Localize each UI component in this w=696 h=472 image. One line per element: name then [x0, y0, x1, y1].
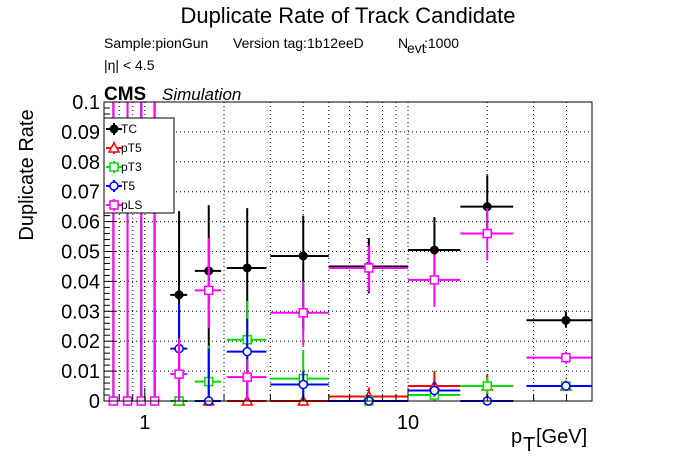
marker-open-square: [109, 200, 119, 210]
data-point: [270, 281, 329, 346]
data-point: [328, 245, 409, 292]
y-tick-label: 0: [89, 391, 100, 413]
cms-simulation-label: Simulation: [162, 85, 241, 104]
series-pt3: [170, 300, 592, 406]
marker-open-square: [482, 381, 492, 391]
marker-open-square: [561, 352, 571, 363]
series-pls: [108, 102, 592, 406]
y-tick-label: 0.02: [61, 331, 100, 353]
y-tick-label: 0.05: [61, 242, 100, 264]
legend: TC pT5 pT3 T5 pLS: [103, 117, 175, 214]
x-tick-label: 10: [397, 412, 419, 434]
legend-entry-pt3: pT3: [106, 160, 142, 174]
marker-filled-circle: [561, 315, 571, 325]
data-point: [526, 311, 592, 328]
y-tick-label: 0.04: [61, 271, 100, 293]
data-point: [170, 338, 188, 401]
marker-open-square: [109, 162, 119, 172]
series-tc: [108, 102, 592, 406]
legend-entry-t5: T5: [106, 179, 135, 193]
info-eta-cut: |η| < 4.5: [104, 57, 155, 73]
marker-open-square: [242, 372, 252, 382]
legend-label: pT3: [121, 160, 142, 174]
marker-open-square: [364, 263, 374, 273]
info-sample: Sample:pionGun: [104, 35, 208, 51]
info-nevt-label: N: [398, 35, 408, 51]
data-point: [408, 381, 461, 397]
legend-label: pLS: [121, 198, 142, 212]
chart-title: Duplicate Rate of Track Candidate: [180, 3, 515, 28]
marker-open-circle: [109, 181, 119, 191]
marker-open-square: [298, 308, 309, 318]
info-nevt-sub: evt: [407, 40, 426, 56]
x-axis-title-sub: T: [523, 434, 535, 456]
data-point: [526, 351, 592, 364]
marker-open-circle: [429, 385, 440, 396]
y-tick-label: 0.07: [61, 182, 100, 204]
marker-filled-circle: [298, 251, 308, 261]
marker-open-circle: [298, 379, 309, 390]
y-tick-label: 0.1: [72, 92, 100, 114]
legend-entry-tc: TC: [106, 122, 137, 136]
data-point: [408, 254, 461, 307]
legend-label: T5: [121, 179, 135, 193]
info-version: Version tag:1b12eeD: [233, 35, 364, 51]
marker-open-circle: [242, 346, 252, 357]
data-point: [226, 359, 267, 401]
data-point: [194, 238, 222, 328]
data-point: [270, 394, 329, 406]
x-axis-title-unit: [GeV]: [536, 426, 587, 448]
marker-filled-circle: [429, 245, 439, 255]
data-point: [270, 350, 329, 401]
y-axis-title: Duplicate Rate: [16, 109, 38, 240]
y-tick-label: 0.08: [61, 152, 100, 174]
x-tick-label: 1: [139, 412, 150, 434]
data-point: [460, 208, 514, 261]
data-point: [460, 377, 514, 394]
data-point: [194, 348, 222, 406]
y-tick-label: 0.03: [61, 301, 100, 323]
marker-open-square: [204, 285, 214, 296]
marker-open-square: [429, 275, 440, 285]
data-point: [526, 381, 592, 391]
marker-open-triangle: [107, 141, 121, 153]
series-layer: [108, 102, 592, 406]
marker-filled-circle: [174, 290, 184, 300]
legend-entry-pt5: pT5: [106, 141, 142, 155]
marker-open-square: [482, 228, 492, 239]
legend-label: TC: [121, 122, 137, 136]
series-t5: [108, 303, 592, 406]
marker-open-square: [174, 369, 184, 379]
marker-filled-circle: [242, 263, 252, 273]
info-nevt-value: :1000: [424, 35, 459, 51]
y-tick-label: 0.06: [61, 212, 100, 234]
marker-filled-circle: [109, 124, 119, 134]
y-tick-label: 0.01: [61, 361, 100, 383]
x-axis-title-main: p: [511, 426, 522, 448]
y-tick-label: 0.09: [61, 122, 100, 144]
grid-lines: [103, 101, 593, 402]
marker-open-circle: [561, 381, 571, 391]
cms-label: CMS: [104, 84, 146, 105]
legend-entry-pls: pLS: [106, 198, 142, 212]
legend-label: pT5: [121, 141, 142, 155]
